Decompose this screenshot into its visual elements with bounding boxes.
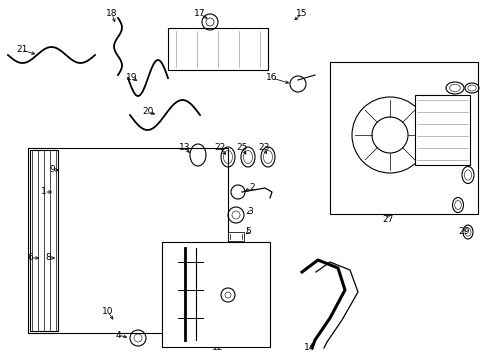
Bar: [168, 28, 268, 70]
Text: 21: 21: [16, 45, 28, 54]
Text: 5: 5: [245, 228, 251, 237]
Text: 25: 25: [236, 144, 247, 153]
Text: 4: 4: [115, 330, 121, 339]
Text: 19: 19: [126, 73, 138, 82]
Text: 3: 3: [247, 207, 253, 216]
Text: 30: 30: [438, 201, 450, 210]
Text: 7: 7: [165, 264, 171, 273]
Text: 14: 14: [304, 343, 316, 352]
Text: 15: 15: [296, 9, 308, 18]
Text: 22: 22: [215, 144, 225, 153]
Text: 18: 18: [106, 9, 118, 18]
Text: 23: 23: [258, 144, 270, 153]
Text: 2: 2: [249, 184, 255, 193]
Text: 12: 12: [212, 343, 224, 352]
Text: 10: 10: [102, 307, 114, 316]
Bar: [28, 148, 228, 333]
Text: 17: 17: [194, 9, 206, 18]
Text: 9: 9: [49, 166, 55, 175]
Bar: [162, 242, 270, 347]
Text: 20: 20: [142, 108, 154, 117]
Text: 13: 13: [179, 144, 191, 153]
Text: 6: 6: [27, 253, 33, 262]
Text: 1: 1: [41, 188, 47, 197]
Bar: [330, 62, 478, 214]
Text: 24: 24: [458, 77, 469, 86]
Bar: [30, 150, 58, 331]
Text: 26: 26: [434, 77, 446, 86]
Text: 27: 27: [382, 216, 393, 225]
Text: 29: 29: [458, 228, 470, 237]
Text: 28: 28: [458, 167, 470, 176]
Bar: [228, 232, 244, 241]
Text: 11: 11: [204, 285, 216, 294]
Bar: [415, 95, 470, 165]
Text: 16: 16: [266, 73, 278, 82]
Text: 8: 8: [45, 253, 51, 262]
